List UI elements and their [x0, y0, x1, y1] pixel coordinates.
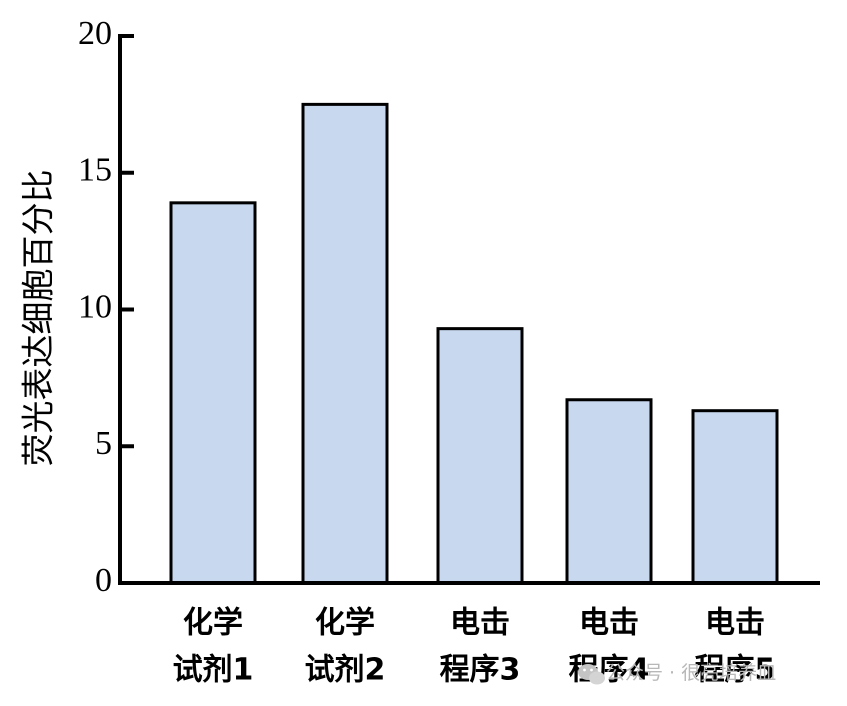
- bar-5: [691, 409, 779, 585]
- y-tick-label-0: 0: [95, 562, 112, 599]
- watermark: 公众号 · 很亮培养皿: [578, 662, 776, 685]
- wechat-icon: [578, 664, 605, 685]
- x-category-label-2-line-1: 化学: [315, 606, 375, 641]
- y-tick-label-5: 5: [95, 425, 112, 462]
- bar-1: [169, 201, 257, 585]
- y-axis-title: 荧光表达细胞百分比: [19, 170, 58, 467]
- bars-group: [169, 102, 779, 585]
- y-tick-label-20: 20: [78, 15, 112, 52]
- x-category-label-1-line-2: 试剂1: [173, 653, 254, 688]
- watermark-text: 公众号 · 很亮培养皿: [606, 662, 776, 684]
- y-tick-label-15: 15: [78, 152, 112, 189]
- bar-3: [436, 327, 524, 585]
- x-category-label-2-line-2: 试剂2: [305, 653, 386, 688]
- y-tick-label-10: 10: [78, 288, 112, 325]
- x-category-label-1-line-1: 化学: [183, 606, 243, 641]
- x-category-label-5-line-2: 程序5: [695, 653, 776, 688]
- y-ticks-group: 0 5 10 15 20: [78, 15, 134, 599]
- x-category-label-4-line-1: 电击: [579, 606, 639, 641]
- x-category-label-3-line-1: 电击: [450, 606, 510, 641]
- x-category-label-3-line-2: 程序3: [440, 653, 521, 688]
- bar-2: [301, 102, 389, 585]
- x-category-label-5-line-1: 电击: [705, 606, 765, 641]
- bar-4: [565, 398, 653, 585]
